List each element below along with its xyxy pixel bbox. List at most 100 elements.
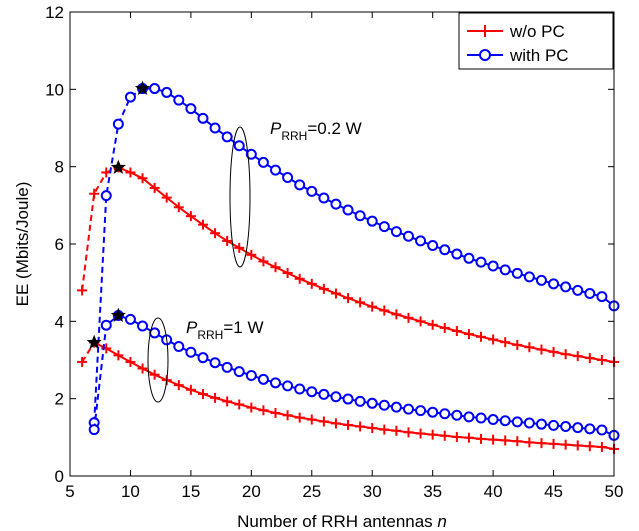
data-point-plus — [584, 441, 595, 452]
data-point-circle — [596, 291, 608, 303]
data-point-circle — [330, 391, 342, 403]
x-tick-label: 20 — [242, 482, 261, 501]
data-point-plus — [415, 316, 426, 327]
data-point-plus — [306, 278, 317, 289]
data-point-circle — [294, 383, 306, 395]
data-point-plus — [379, 305, 390, 316]
data-point-circle — [233, 366, 245, 378]
data-point-plus — [137, 173, 148, 184]
data-point-circle — [548, 419, 560, 431]
data-point-circle — [439, 408, 451, 420]
legend-item-with-pc: with PC — [467, 46, 569, 65]
data-point-circle — [282, 171, 294, 183]
data-point-plus — [77, 356, 88, 367]
data-point-plus — [596, 442, 607, 452]
data-point-plus — [330, 418, 341, 429]
data-point-plus — [282, 268, 293, 278]
data-point-plus — [185, 211, 196, 222]
x-tick-label: 45 — [544, 482, 563, 501]
data-point-circle — [137, 320, 149, 332]
series-wo-pc-0 — [77, 162, 619, 367]
data-point-circle — [221, 131, 233, 143]
data-point-circle — [378, 221, 390, 233]
data-point-plus — [536, 438, 547, 449]
data-point-plus — [318, 283, 329, 294]
data-point-circle — [560, 281, 572, 293]
data-point-plus — [330, 288, 341, 299]
data-point-plus — [125, 356, 136, 367]
data-point-circle — [209, 122, 221, 134]
y-tick-label: 10 — [45, 80, 64, 99]
data-point-plus — [560, 349, 571, 360]
data-point-plus — [161, 192, 172, 203]
data-point-circle — [257, 156, 269, 168]
legend-label-wo-pc: w/o PC — [509, 22, 565, 41]
data-point-plus — [318, 416, 329, 427]
x-tick-label: 5 — [65, 482, 74, 501]
data-point-plus — [463, 432, 474, 443]
plot-background — [70, 12, 614, 476]
data-point-plus — [488, 434, 499, 445]
data-point-plus — [355, 297, 366, 308]
data-point-plus — [149, 182, 160, 193]
data-point-plus — [294, 412, 305, 423]
data-point-circle — [354, 395, 366, 407]
series-wo-pc-2 — [77, 337, 619, 454]
data-point-plus — [343, 293, 354, 304]
series-layer — [77, 83, 620, 454]
data-point-circle — [511, 416, 523, 428]
data-point-plus — [258, 405, 269, 416]
data-point-circle — [318, 192, 330, 204]
x-tick-label: 25 — [302, 482, 321, 501]
data-point-plus — [234, 399, 245, 410]
data-point-circle — [487, 260, 499, 272]
data-point-circle — [572, 422, 584, 434]
data-point-circle — [318, 388, 330, 400]
data-point-plus — [560, 439, 571, 450]
x-tick-label: 10 — [121, 482, 140, 501]
data-point-plus — [524, 342, 535, 353]
data-point-circle — [100, 190, 112, 202]
data-point-circle — [221, 361, 233, 373]
data-point-plus — [415, 428, 426, 439]
data-point-plus — [222, 396, 233, 407]
data-point-circle — [535, 274, 547, 286]
legend-item-wo-pc: w/o PC — [467, 22, 565, 41]
optimal-point-star-icon — [110, 307, 126, 323]
data-point-plus — [524, 437, 535, 448]
data-point-plus — [439, 430, 450, 441]
data-point-plus — [173, 202, 184, 213]
data-point-circle — [451, 409, 463, 421]
data-point-circle — [535, 418, 547, 430]
data-point-circle — [342, 393, 354, 405]
data-point-circle — [197, 352, 209, 364]
data-point-circle — [499, 264, 511, 276]
data-point-plus — [512, 436, 523, 447]
data-point-circle — [584, 287, 596, 299]
data-point-circle — [245, 369, 257, 381]
data-point-circle — [415, 405, 427, 417]
data-point-plus — [197, 219, 208, 230]
x-axis-title-text: Number of RRH antennas — [237, 512, 433, 531]
data-point-plus — [173, 380, 184, 391]
data-point-plus — [403, 427, 414, 438]
data-point-plus — [512, 339, 523, 350]
data-point-circle — [173, 94, 185, 106]
data-point-circle — [463, 252, 475, 264]
data-point-circle — [245, 148, 257, 160]
data-point-plus — [125, 167, 136, 178]
data-point-plus — [427, 429, 438, 440]
data-point-plus — [403, 312, 414, 323]
data-point-plus — [500, 435, 511, 446]
data-point-circle — [306, 185, 318, 197]
data-point-plus — [246, 249, 257, 260]
data-point-circle — [282, 380, 294, 392]
data-point-circle — [270, 377, 282, 389]
x-axis-title-variable: n — [437, 512, 446, 531]
data-point-circle — [173, 340, 185, 352]
data-point-circle — [88, 424, 100, 436]
data-point-circle — [209, 357, 221, 369]
legend-label-with-pc: with PC — [509, 46, 569, 65]
data-point-circle — [451, 248, 463, 260]
data-point-plus — [596, 355, 607, 365]
